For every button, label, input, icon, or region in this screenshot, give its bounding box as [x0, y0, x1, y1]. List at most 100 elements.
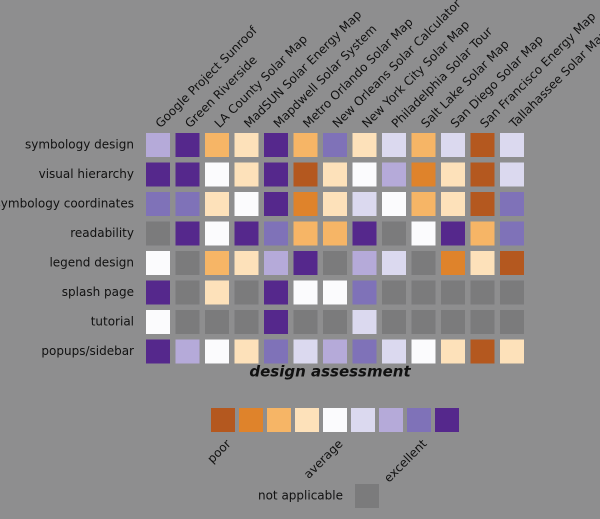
cell	[441, 133, 465, 157]
cell	[411, 310, 436, 334]
cell	[470, 280, 495, 305]
cell	[264, 251, 288, 275]
cell	[382, 192, 406, 216]
row-label: splash page	[62, 285, 134, 299]
cell	[293, 192, 318, 216]
cell	[323, 192, 347, 216]
cell	[470, 162, 495, 187]
cell	[264, 162, 288, 187]
cell	[146, 251, 170, 275]
cell	[323, 133, 347, 157]
legend-swatch	[211, 408, 235, 432]
cell	[293, 162, 318, 187]
cell	[500, 133, 524, 157]
cell	[293, 133, 318, 157]
cell	[234, 310, 259, 334]
cell	[146, 310, 170, 334]
cell	[441, 310, 465, 334]
cell	[205, 221, 229, 246]
row-label: popups/sidebar	[41, 344, 134, 358]
cell	[500, 221, 524, 246]
legend-swatch	[435, 408, 459, 432]
cell	[352, 310, 377, 334]
cell	[234, 251, 259, 275]
na-label: not applicable	[258, 489, 343, 503]
cell	[323, 280, 347, 305]
cell	[146, 339, 170, 364]
cell	[470, 192, 495, 216]
cell	[382, 221, 406, 246]
cell	[382, 162, 406, 187]
legend-swatch	[323, 408, 347, 432]
cell	[175, 133, 200, 157]
cell	[205, 251, 229, 275]
chart-title: design assessment	[249, 363, 411, 381]
legend-swatch	[239, 408, 263, 432]
cell	[205, 133, 229, 157]
cell	[411, 221, 436, 246]
cell	[411, 162, 436, 187]
cell	[441, 339, 465, 364]
cell	[175, 221, 200, 246]
cell	[500, 162, 524, 187]
cell	[293, 221, 318, 246]
row-label: legend design	[49, 256, 134, 270]
cell	[264, 221, 288, 246]
legend-label: poor	[204, 437, 233, 466]
cell	[146, 192, 170, 216]
row-label: tutorial	[91, 315, 134, 329]
cell	[500, 310, 524, 334]
cell	[382, 251, 406, 275]
cell	[146, 280, 170, 305]
cell	[352, 280, 377, 305]
cell	[411, 280, 436, 305]
cell	[441, 221, 465, 246]
column-label: San Francisco Energy Map	[477, 9, 598, 130]
cell	[293, 339, 318, 364]
cell	[205, 310, 229, 334]
cell	[470, 251, 495, 275]
row-label: readability	[70, 226, 134, 240]
legend-label: average	[301, 437, 346, 482]
legend-swatch	[379, 408, 403, 432]
cell	[500, 192, 524, 216]
cell	[293, 310, 318, 334]
cell	[500, 339, 524, 364]
cell	[205, 192, 229, 216]
cell	[441, 162, 465, 187]
cell	[470, 339, 495, 364]
cell	[264, 192, 288, 216]
cell	[146, 221, 170, 246]
cell	[146, 162, 170, 187]
cell	[382, 280, 406, 305]
cell	[205, 162, 229, 187]
cell	[175, 280, 200, 305]
cell	[470, 221, 495, 246]
cell	[175, 251, 200, 275]
cell	[234, 221, 259, 246]
cell	[234, 280, 259, 305]
cell	[323, 310, 347, 334]
cell	[175, 339, 200, 364]
cell	[411, 251, 436, 275]
cell	[411, 192, 436, 216]
cell	[234, 133, 259, 157]
row-label: symbology coordinates	[0, 197, 134, 211]
row-label: visual hierarchy	[39, 167, 134, 181]
cell	[293, 251, 318, 275]
cell	[500, 251, 524, 275]
na-swatch	[355, 484, 379, 508]
legend-swatch	[351, 408, 375, 432]
cell	[234, 192, 259, 216]
cell	[205, 280, 229, 305]
cell	[146, 133, 170, 157]
cell	[264, 339, 288, 364]
cell	[175, 162, 200, 187]
legend-swatch	[267, 408, 291, 432]
cell	[352, 251, 377, 275]
cell	[234, 339, 259, 364]
cell	[352, 339, 377, 364]
cell	[382, 133, 406, 157]
cell	[470, 133, 495, 157]
